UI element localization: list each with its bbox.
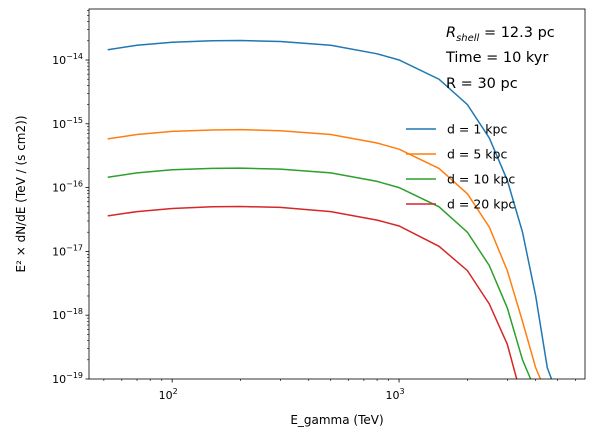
annotation-time: Time = 10 kyr	[445, 50, 548, 66]
legend: d = 1 kpc d = 5 kpc d = 10 kpc d = 20 kpc	[406, 122, 515, 212]
series-line-2	[107, 128, 542, 379]
x-tick-label-2: 103	[386, 387, 405, 402]
y-axis-label: E² × dN/dE (TeV / (s cm2))	[14, 116, 28, 273]
series-line-1	[107, 39, 553, 379]
series-line-3	[107, 167, 532, 379]
y-tick-label-5: 10−18	[52, 307, 83, 322]
legend-label-4: d = 20 kpc	[447, 197, 515, 212]
annotation-radius: R = 30 pc	[446, 76, 518, 92]
x-axis-label: E_gamma (TeV)	[290, 413, 383, 427]
y-tick-label-6: 10−19	[52, 371, 83, 386]
x-tick-label-1: 102	[159, 387, 178, 402]
legend-label-1: d = 1 kpc	[447, 122, 507, 137]
x-axis-ticks: 102 103	[103, 379, 576, 402]
series-layer	[107, 39, 553, 379]
series-line-4	[107, 205, 518, 379]
y-tick-label-3: 10−16	[52, 180, 83, 195]
y-tick-label-2: 10−15	[52, 116, 83, 131]
annotation-rshell: Rshell = 12.3 pc	[446, 25, 555, 44]
y-axis-ticks: 10−14 10−15 10−16 10−17 10−18 10−19	[52, 10, 89, 386]
y-tick-label-1: 10−14	[52, 52, 83, 67]
y-tick-label-4: 10−17	[52, 243, 83, 258]
legend-label-3: d = 10 kpc	[447, 172, 515, 187]
legend-label-2: d = 5 kpc	[447, 147, 507, 162]
